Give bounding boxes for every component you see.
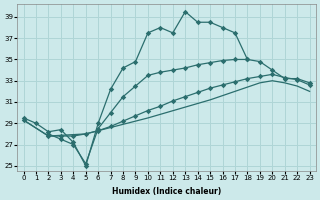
X-axis label: Humidex (Indice chaleur): Humidex (Indice chaleur) xyxy=(112,187,221,196)
